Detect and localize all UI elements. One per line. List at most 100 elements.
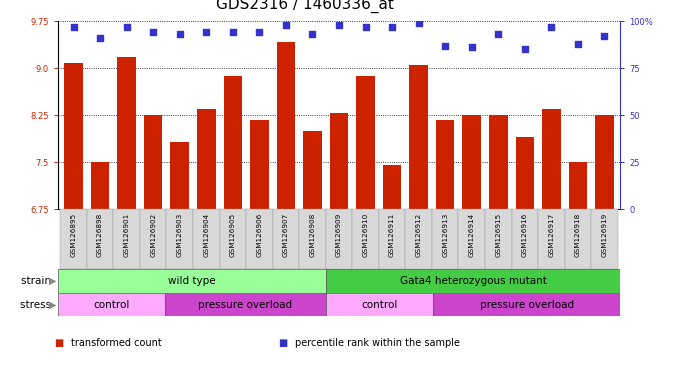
Point: [360, 24, 371, 30]
Text: transformed count: transformed count: [71, 338, 162, 348]
Bar: [113, 209, 140, 269]
Text: GSM126917: GSM126917: [549, 212, 555, 257]
Bar: [91, 162, 109, 209]
Bar: [436, 119, 454, 209]
Bar: [224, 76, 242, 209]
Bar: [87, 209, 113, 269]
Bar: [569, 162, 587, 209]
Bar: [325, 293, 433, 316]
Bar: [197, 109, 216, 209]
Bar: [60, 209, 87, 269]
Text: GSM126915: GSM126915: [495, 212, 501, 257]
Text: stress: stress: [20, 300, 54, 310]
Bar: [538, 209, 565, 269]
Bar: [273, 209, 299, 269]
Text: GSM126919: GSM126919: [601, 212, 607, 257]
Bar: [325, 269, 620, 293]
Bar: [325, 209, 353, 269]
Bar: [485, 209, 511, 269]
Text: GSM126902: GSM126902: [151, 212, 156, 257]
Text: GSM126914: GSM126914: [468, 212, 475, 257]
Point: [386, 24, 397, 30]
Bar: [462, 115, 481, 209]
Point: [572, 41, 583, 47]
Text: ■: ■: [278, 338, 287, 348]
Text: Gata4 heterozygous mutant: Gata4 heterozygous mutant: [399, 276, 546, 286]
Bar: [193, 209, 220, 269]
Point: [201, 29, 212, 35]
Bar: [165, 293, 325, 316]
Bar: [379, 209, 405, 269]
Bar: [489, 115, 508, 209]
Bar: [330, 113, 348, 209]
Point: [68, 24, 79, 30]
Point: [546, 24, 557, 30]
Text: GSM126918: GSM126918: [575, 212, 581, 257]
Bar: [542, 109, 561, 209]
Bar: [565, 209, 591, 269]
Text: pressure overload: pressure overload: [198, 300, 292, 310]
Bar: [458, 209, 485, 269]
Bar: [140, 209, 167, 269]
Text: GSM126912: GSM126912: [416, 212, 422, 257]
Point: [121, 24, 132, 30]
Text: GSM126898: GSM126898: [97, 212, 103, 257]
Bar: [591, 209, 618, 269]
Text: GSM126913: GSM126913: [442, 212, 448, 257]
Point: [413, 20, 424, 26]
Point: [519, 46, 530, 53]
Text: GSM126901: GSM126901: [123, 212, 129, 257]
Point: [281, 22, 292, 28]
Point: [466, 45, 477, 51]
Bar: [144, 115, 163, 209]
Point: [227, 29, 238, 35]
Bar: [277, 42, 295, 209]
Text: GSM126911: GSM126911: [389, 212, 395, 257]
Text: ▶: ▶: [49, 276, 57, 286]
Text: GSM126907: GSM126907: [283, 212, 289, 257]
Bar: [356, 76, 375, 209]
Text: GSM126916: GSM126916: [522, 212, 527, 257]
Point: [148, 29, 159, 35]
Text: GSM126906: GSM126906: [256, 212, 262, 257]
Bar: [433, 293, 620, 316]
Point: [254, 29, 265, 35]
Text: GSM126909: GSM126909: [336, 212, 342, 257]
Bar: [58, 293, 165, 316]
Point: [174, 31, 185, 37]
Bar: [383, 166, 401, 209]
Point: [440, 43, 451, 49]
Bar: [353, 209, 379, 269]
Point: [493, 31, 504, 37]
Text: pressure overload: pressure overload: [479, 300, 574, 310]
Bar: [595, 115, 614, 209]
Point: [95, 35, 106, 41]
Bar: [432, 209, 458, 269]
Bar: [410, 65, 428, 209]
Bar: [167, 209, 193, 269]
Bar: [299, 209, 325, 269]
Point: [307, 31, 318, 37]
Bar: [170, 142, 189, 209]
Bar: [250, 119, 268, 209]
Text: control: control: [361, 300, 397, 310]
Point: [334, 22, 344, 28]
Bar: [303, 131, 322, 209]
Bar: [220, 209, 246, 269]
Bar: [64, 63, 83, 209]
Text: ▶: ▶: [49, 300, 57, 310]
Bar: [117, 57, 136, 209]
Text: GDS2316 / 1460336_at: GDS2316 / 1460336_at: [216, 0, 394, 13]
Text: GSM126895: GSM126895: [71, 212, 77, 257]
Text: control: control: [93, 300, 129, 310]
Text: percentile rank within the sample: percentile rank within the sample: [295, 338, 460, 348]
Bar: [58, 269, 325, 293]
Bar: [405, 209, 432, 269]
Text: GSM126903: GSM126903: [177, 212, 183, 257]
Text: GSM126908: GSM126908: [309, 212, 315, 257]
Bar: [515, 137, 534, 209]
Text: GSM126910: GSM126910: [363, 212, 369, 257]
Text: wild type: wild type: [167, 276, 216, 286]
Bar: [246, 209, 273, 269]
Text: strain: strain: [21, 276, 54, 286]
